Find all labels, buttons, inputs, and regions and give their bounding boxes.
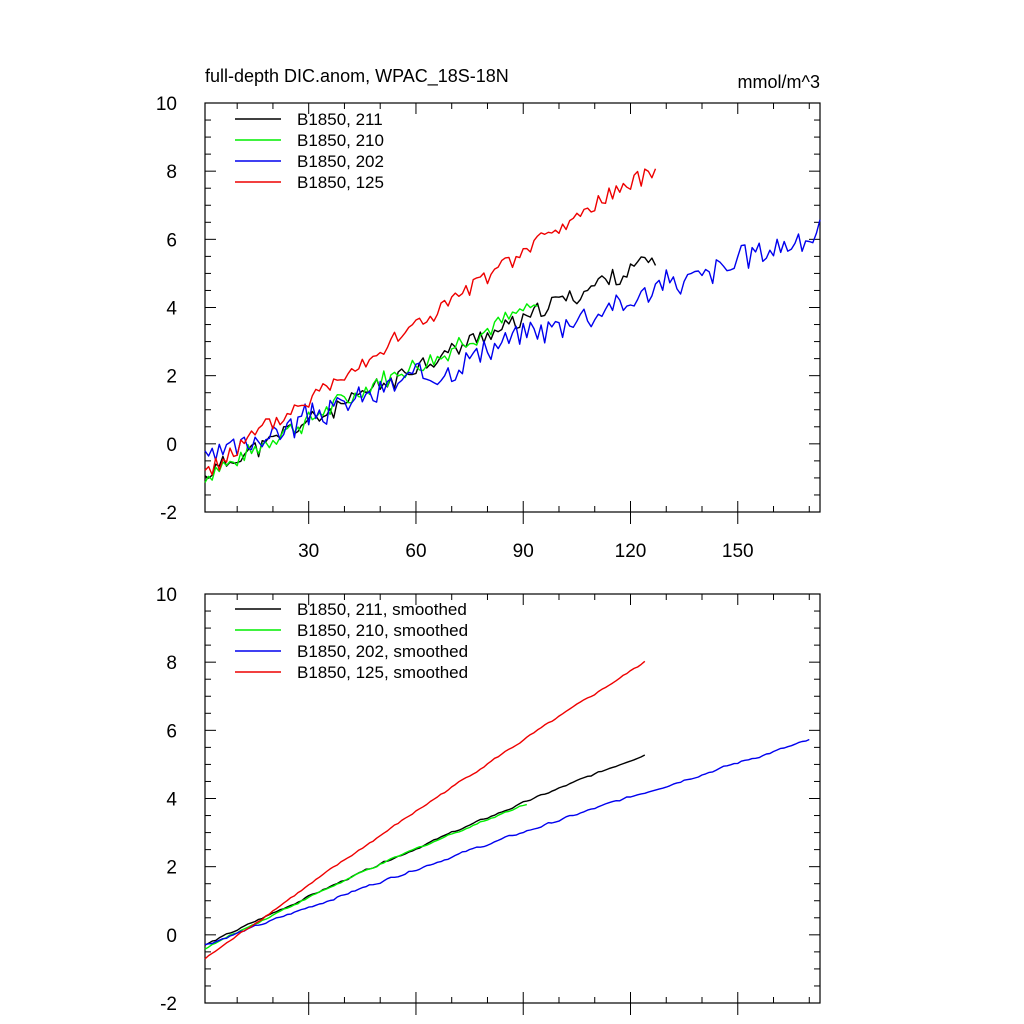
- x-tick-label: 90: [513, 541, 534, 562]
- chart-title: full-depth DIC.anom, WPAC_18S-18N: [205, 66, 509, 87]
- series-line-2: [204, 219, 821, 461]
- legend-label: B1850, 202, smoothed: [297, 642, 468, 661]
- y-tick-label: 4: [166, 790, 177, 811]
- top-plot-area: -2 0 2 4 6 8 10 30 60 90 120 150 B1850, 211 B1850, 21…: [156, 94, 821, 562]
- y-tick-label: 0: [166, 926, 177, 947]
- series-line-3: [204, 660, 646, 960]
- y-tick-label: -2: [160, 503, 177, 524]
- y-tick-label: 8: [166, 162, 177, 183]
- series-line-0: [204, 754, 646, 946]
- units-label: mmol/m^3: [738, 72, 820, 92]
- legend-label: B1850, 202: [297, 152, 384, 171]
- bottom-panel: -2 0 2 4 6 8 10 B1850, 211, smoothed B1850, 210,…: [156, 585, 821, 1015]
- y-tick-label: 2: [166, 858, 177, 879]
- x-tick-label: 60: [405, 541, 426, 562]
- y-tick-label: 10: [156, 585, 177, 606]
- y-tick-label: 6: [166, 230, 177, 251]
- y-tick-label: 10: [156, 94, 177, 115]
- legend-label: B1850, 125: [297, 173, 384, 192]
- series-line-1: [204, 803, 527, 950]
- x-tick-label: 30: [298, 541, 319, 562]
- bottom-plot-area: -2 0 2 4 6 8 10 B1850, 211, smoothed B1850, 210,…: [156, 585, 821, 1015]
- series-line-1: [204, 303, 538, 483]
- y-tick-label: 2: [166, 367, 177, 388]
- x-tick-label: 150: [722, 541, 754, 562]
- y-tick-label: 6: [166, 721, 177, 742]
- y-tick-label: -2: [160, 994, 177, 1015]
- series-line-3: [204, 168, 657, 476]
- series-line-2: [204, 738, 810, 946]
- legend-label: B1850, 211, smoothed: [297, 600, 467, 619]
- legend-label: B1850, 211: [297, 110, 383, 129]
- series-line-0: [204, 256, 657, 479]
- top-panel: full-depth DIC.anom, WPAC_18S-18N mmol/m…: [156, 66, 821, 562]
- x-tick-label: 120: [615, 541, 647, 562]
- y-tick-label: 8: [166, 653, 177, 674]
- legend-label: B1850, 210: [297, 131, 384, 150]
- legend-label: B1850, 210, smoothed: [297, 621, 468, 640]
- y-tick-label: 0: [166, 435, 177, 456]
- legend-label: B1850, 125, smoothed: [297, 663, 468, 682]
- y-tick-label: 4: [166, 299, 177, 320]
